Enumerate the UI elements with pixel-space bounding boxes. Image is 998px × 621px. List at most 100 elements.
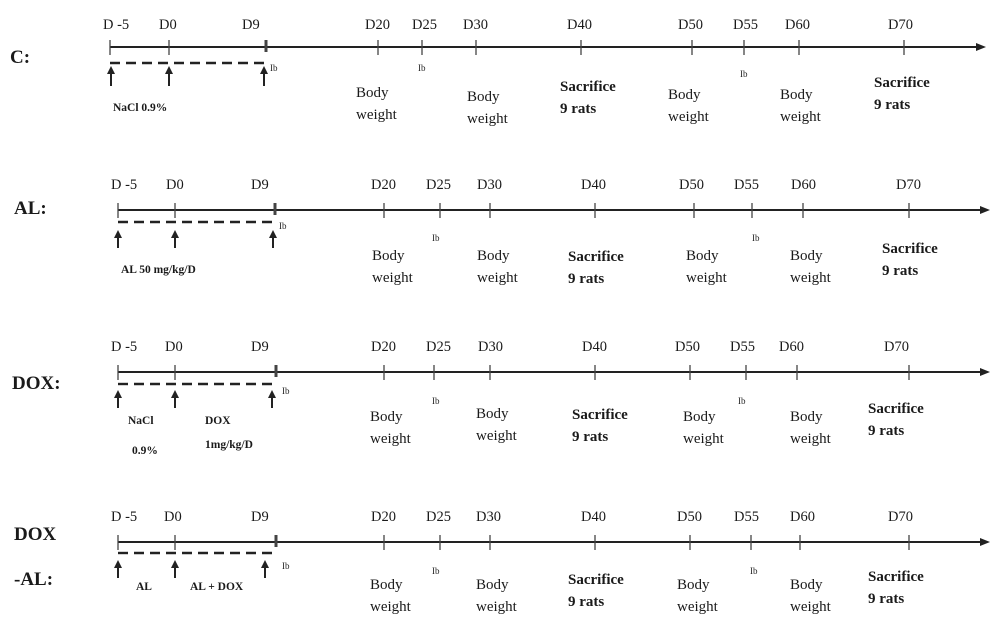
day-label: D40 (581, 509, 606, 525)
event-label: Sacrifice 9 rats (568, 249, 624, 287)
event-label: Body weight (683, 409, 724, 447)
ib-label: Ib (270, 63, 278, 73)
day-label: D50 (679, 177, 704, 193)
event-label: Body weight (476, 406, 517, 444)
injection-arrowhead (114, 560, 122, 568)
day-label: D -5 (111, 339, 138, 355)
injection-arrowhead (165, 66, 173, 74)
day-label: D55 (734, 177, 759, 193)
injection-arrowhead (269, 230, 277, 238)
day-label: D0 (164, 509, 182, 525)
timeline-arrowhead (980, 368, 990, 376)
event-label: Sacrifice 9 rats (882, 241, 938, 279)
day-label: D20 (371, 509, 396, 525)
day-label: D9 (251, 177, 269, 193)
day-label: D25 (426, 339, 451, 355)
day-label: D40 (581, 177, 606, 193)
day-label: D70 (896, 177, 921, 193)
group-label: DOX: (12, 373, 61, 394)
ib-label: Ib (282, 386, 290, 396)
day-label: D -5 (111, 509, 138, 525)
timeline-arrowhead (976, 43, 986, 51)
injection-arrowhead (261, 560, 269, 568)
treatment-label: DOX (205, 415, 231, 427)
day-label: D25 (426, 509, 451, 525)
event-label: Body weight (790, 248, 831, 286)
event-label: Body weight (370, 409, 411, 447)
event-label: Body weight (790, 409, 831, 447)
treatment-label: AL 50 mg/kg/D (121, 264, 196, 276)
group-label: C: (10, 47, 31, 68)
timeline-arrowhead (980, 206, 990, 214)
injection-arrowhead (171, 230, 179, 238)
injection-arrowhead (260, 66, 268, 74)
day-label: D70 (888, 17, 913, 33)
event-label: Body weight (356, 85, 397, 123)
day-label: D25 (412, 17, 437, 33)
day-label: D40 (582, 339, 607, 355)
injection-arrowhead (171, 390, 179, 398)
day-label: D25 (426, 177, 451, 193)
day-label: D50 (677, 509, 702, 525)
event-label: Sacrifice 9 rats (560, 79, 616, 117)
ib-label: Ib (432, 233, 440, 243)
ib-label: Ib (279, 221, 287, 231)
day-label: D30 (477, 177, 502, 193)
event-label: Body weight (668, 87, 709, 125)
day-label: D60 (790, 509, 815, 525)
event-label: Sacrifice 9 rats (572, 407, 628, 445)
day-label: D60 (791, 177, 816, 193)
treatment-label: AL (136, 581, 152, 593)
day-label: D30 (478, 339, 503, 355)
treatment-label: 1mg/kg/D (205, 439, 253, 451)
treatment-label: 0.9% (132, 445, 158, 457)
day-label: D50 (675, 339, 700, 355)
day-label: D20 (371, 339, 396, 355)
day-label: D0 (165, 339, 183, 355)
day-label: D70 (884, 339, 909, 355)
ib-label: Ib (752, 233, 760, 243)
day-label: D20 (365, 17, 390, 33)
event-label: Body weight (790, 577, 831, 615)
treatment-label: NaCl (128, 415, 154, 427)
event-label: Sacrifice 9 rats (868, 401, 924, 439)
day-label: D9 (251, 509, 269, 525)
day-label: D60 (779, 339, 804, 355)
event-label: Body weight (477, 248, 518, 286)
event-label: Body weight (370, 577, 411, 615)
ib-label: Ib (740, 69, 748, 79)
day-label: D0 (166, 177, 184, 193)
ib-label: Ib (432, 396, 440, 406)
treatment-label: AL + DOX (190, 581, 244, 593)
day-label: D55 (733, 17, 758, 33)
day-label: D30 (476, 509, 501, 525)
event-label: Body weight (780, 87, 821, 125)
ib-label: Ib (282, 561, 290, 571)
ib-label: Ib (418, 63, 426, 73)
event-label: Body weight (467, 89, 508, 127)
group-label: AL: (14, 198, 47, 219)
day-label: D55 (730, 339, 755, 355)
day-label: D -5 (103, 17, 130, 33)
ib-label: Ib (432, 566, 440, 576)
day-label: D20 (371, 177, 396, 193)
ib-label: Ib (738, 396, 746, 406)
day-label: D60 (785, 17, 810, 33)
day-label: D70 (888, 509, 913, 525)
event-label: Body weight (677, 577, 718, 615)
day-label: D0 (159, 17, 177, 33)
injection-arrowhead (107, 66, 115, 74)
group-label-line2: -AL: (14, 569, 54, 590)
event-label: Sacrifice 9 rats (868, 569, 924, 607)
event-label: Body weight (372, 248, 413, 286)
ib-label: Ib (750, 566, 758, 576)
event-label: Body weight (476, 577, 517, 615)
event-label: Body weight (686, 248, 727, 286)
group-label: DOX (14, 524, 57, 545)
event-label: Sacrifice 9 rats (874, 75, 930, 113)
treatment-label: NaCl 0.9% (113, 102, 168, 114)
event-label: Sacrifice 9 rats (568, 572, 624, 610)
day-label: D55 (734, 509, 759, 525)
